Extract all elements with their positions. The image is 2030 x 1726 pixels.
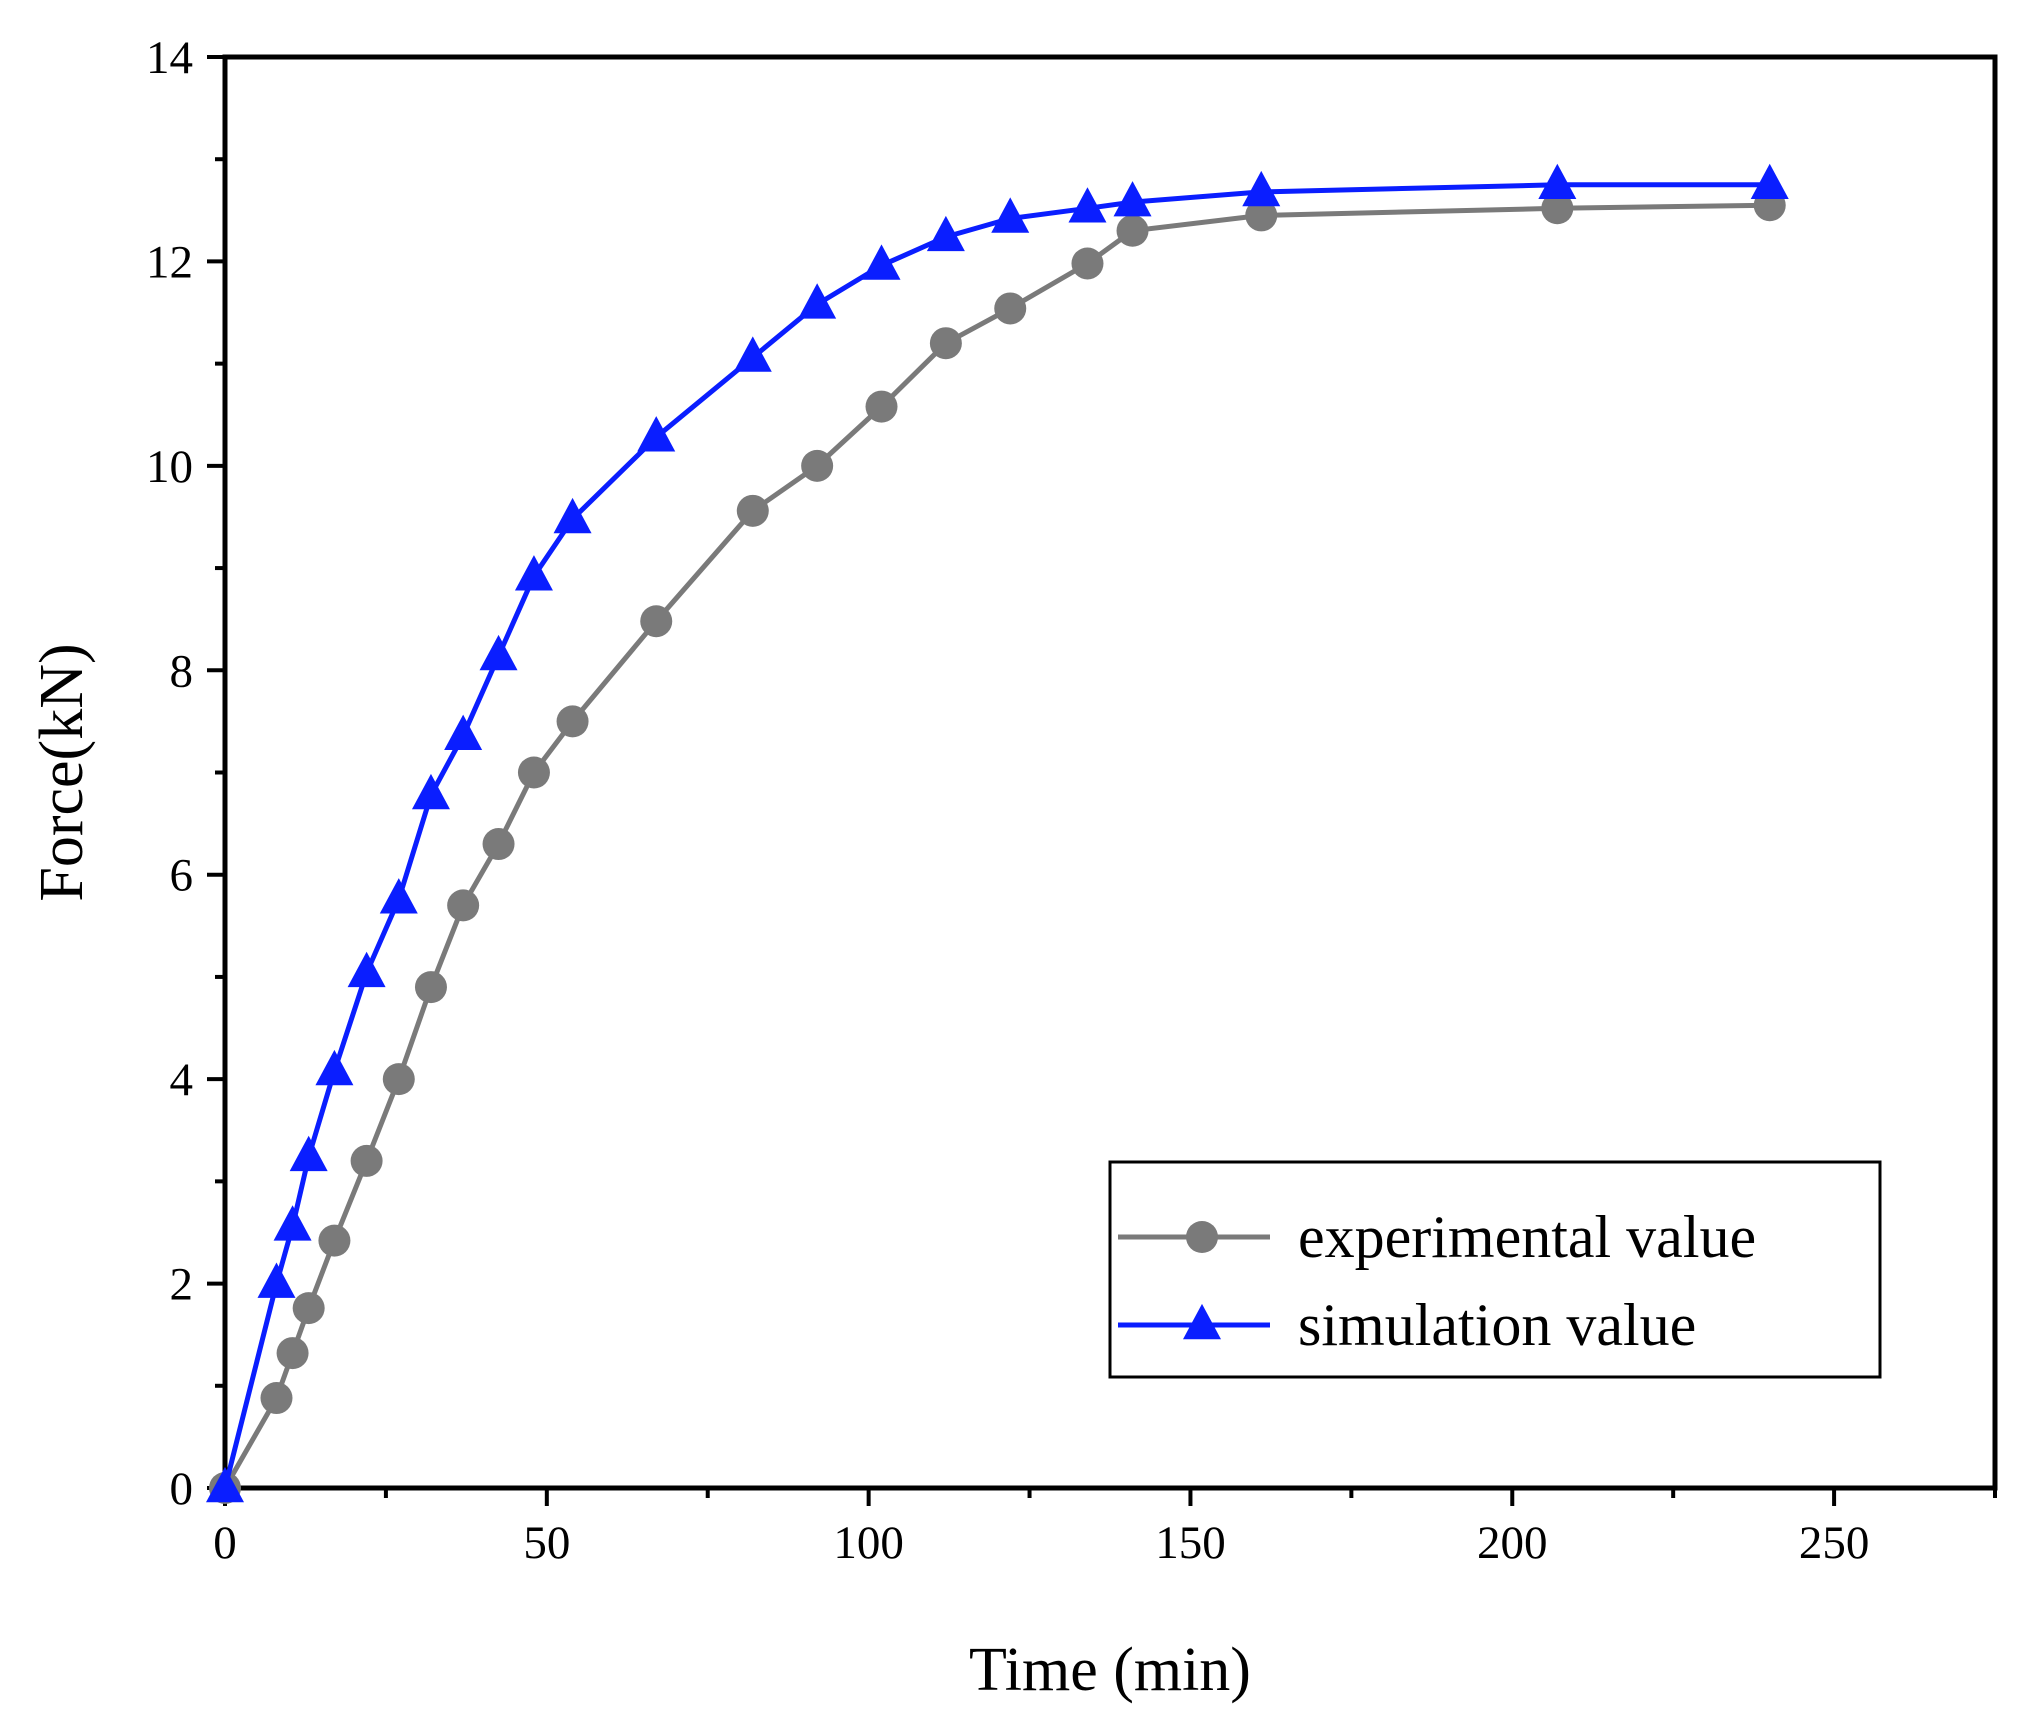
data-point — [444, 714, 483, 750]
y-tick-label: 4 — [170, 1054, 194, 1106]
data-point — [865, 390, 898, 423]
legend-label-simulation: simulation value — [1298, 1292, 1696, 1358]
data-point — [733, 336, 772, 372]
data-point — [801, 449, 834, 482]
legend-triangle-marker — [1183, 1303, 1221, 1340]
data-point — [318, 1224, 351, 1257]
data-point — [926, 215, 965, 252]
y-tick-label: 6 — [170, 850, 194, 902]
data-point — [1538, 163, 1577, 200]
legend-box — [1108, 1160, 1882, 1379]
data-point — [514, 555, 553, 591]
data-point — [637, 416, 676, 452]
series-experimental — [209, 189, 1786, 1504]
data-point — [382, 1063, 415, 1096]
data-point — [315, 1049, 354, 1086]
data-point — [1245, 199, 1278, 232]
legend-circle-marker — [1186, 1221, 1218, 1253]
x-tick-label: 250 — [1799, 1517, 1870, 1569]
data-point — [260, 1382, 293, 1415]
data-point — [994, 292, 1027, 325]
y-tick-label: 12 — [146, 236, 193, 288]
x-tick-label: 200 — [1477, 1517, 1548, 1569]
y-tick-label: 10 — [146, 441, 193, 493]
data-point — [273, 1205, 312, 1241]
series-simulation — [206, 163, 1789, 1503]
x-tick-label: 100 — [833, 1517, 904, 1569]
data-point — [798, 283, 837, 319]
y-tick-label: 2 — [170, 1259, 194, 1311]
y-tick-label: 14 — [146, 32, 193, 84]
data-point — [1071, 247, 1104, 280]
y-axis-label: Force(kN) — [28, 643, 96, 901]
data-point — [350, 1144, 383, 1177]
x-tick-label: 150 — [1155, 1517, 1226, 1569]
data-point — [1242, 170, 1281, 207]
axes: 0 50 100 150 200 250 0 2 4 6 8 10 12 14 — [146, 32, 1998, 1569]
data-point — [347, 951, 386, 988]
data-point — [411, 773, 450, 810]
data-point — [482, 828, 515, 861]
data-point — [640, 605, 673, 638]
legend: experimental value simulation value — [1108, 1160, 1882, 1379]
data-point — [1113, 181, 1152, 217]
data-point — [479, 634, 518, 671]
y-tick-label: 8 — [170, 645, 194, 697]
data-point — [517, 756, 550, 789]
data-point — [379, 878, 418, 914]
data-point — [414, 971, 447, 1004]
data-point — [1750, 163, 1789, 200]
data-point — [447, 889, 480, 922]
data-point — [1541, 192, 1574, 225]
data-point — [553, 497, 592, 534]
y-tick-label: 0 — [170, 1463, 194, 1515]
data-point — [289, 1135, 328, 1172]
x-tick-label: 50 — [523, 1517, 570, 1569]
x-axis-label: Time (min) — [969, 1636, 1251, 1704]
data-point — [556, 705, 589, 738]
data-point — [1116, 214, 1149, 247]
legend-label-experimental: experimental value — [1298, 1204, 1756, 1270]
data-point — [929, 327, 962, 360]
x-tick-label: 0 — [213, 1517, 237, 1569]
data-point — [736, 494, 769, 527]
data-point — [862, 244, 901, 280]
data-point — [292, 1292, 325, 1325]
series-layer — [206, 163, 1789, 1504]
data-point — [257, 1262, 296, 1298]
data-point — [1068, 187, 1107, 223]
data-point — [991, 197, 1030, 233]
data-point — [276, 1337, 309, 1370]
data-point — [206, 1466, 244, 1503]
